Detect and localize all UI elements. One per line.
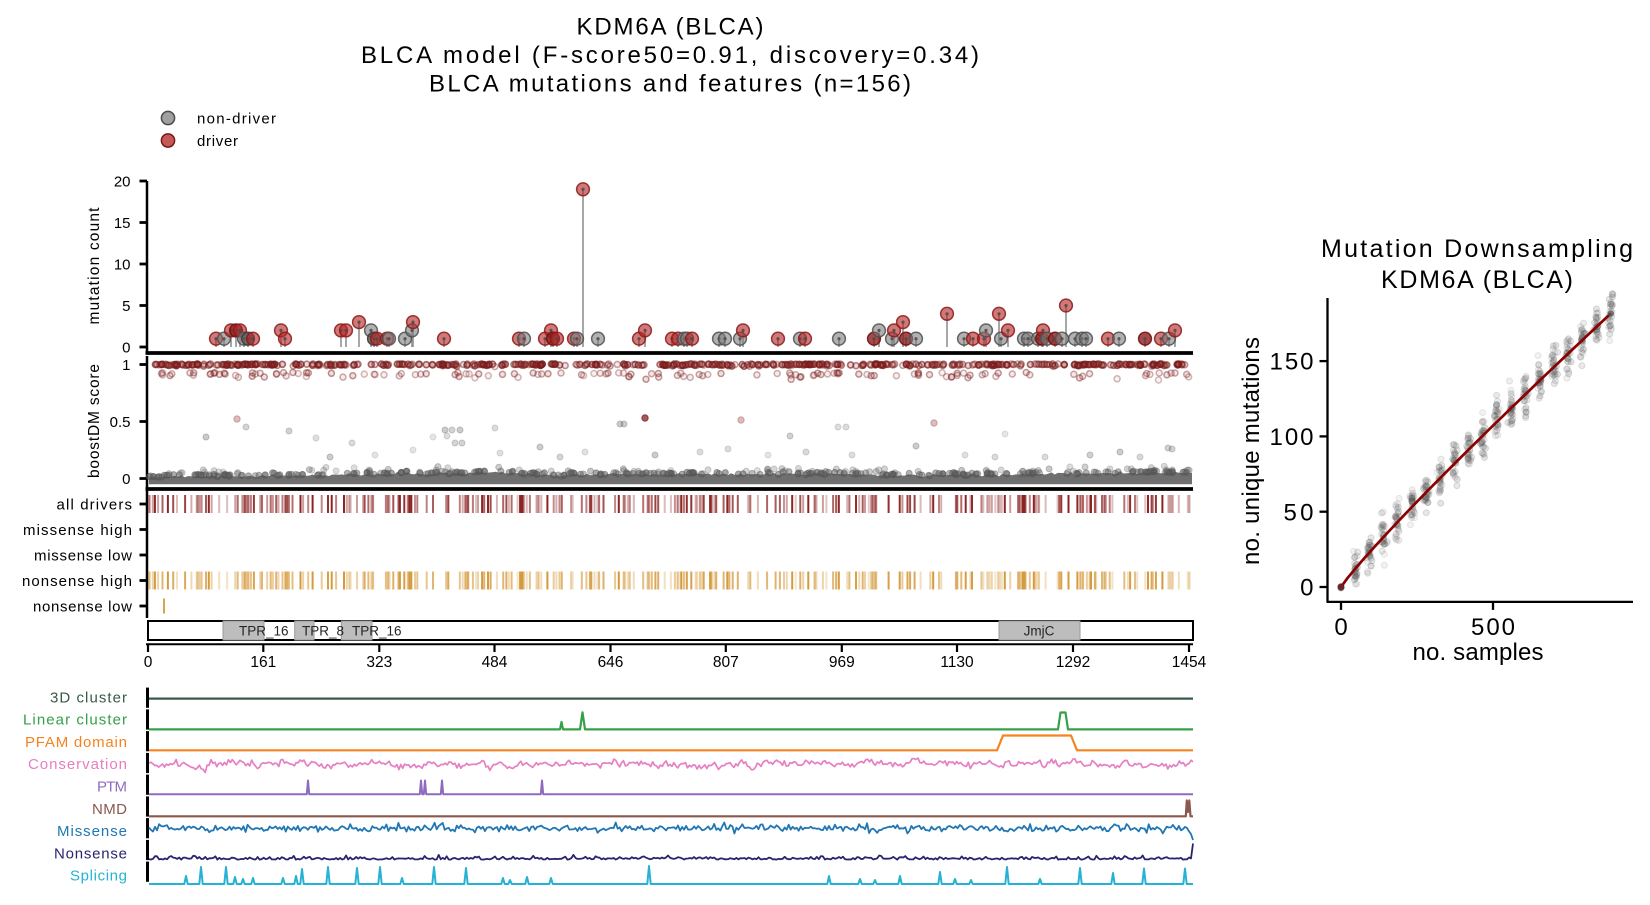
svg-text:484: 484 bbox=[482, 654, 508, 671]
svg-text:500: 500 bbox=[1471, 614, 1515, 641]
svg-text:no. unique mutations: no. unique mutations bbox=[1238, 337, 1265, 565]
svg-text:Conservation: Conservation bbox=[28, 756, 127, 773]
svg-text:Splicing: Splicing bbox=[70, 868, 127, 885]
svg-text:0: 0 bbox=[122, 471, 130, 488]
svg-text:323: 323 bbox=[366, 654, 392, 671]
svg-text:3D cluster: 3D cluster bbox=[50, 689, 127, 706]
svg-text:nonsense low: nonsense low bbox=[33, 598, 132, 615]
svg-text:missense high: missense high bbox=[23, 522, 132, 539]
svg-text:driver: driver bbox=[197, 133, 238, 150]
svg-text:mutation count: mutation count bbox=[86, 207, 103, 325]
svg-text:all drivers: all drivers bbox=[57, 496, 133, 513]
svg-text:Missense: Missense bbox=[57, 823, 127, 840]
svg-text:PFAM domain: PFAM domain bbox=[25, 734, 127, 751]
svg-text:non-driver: non-driver bbox=[197, 110, 276, 127]
svg-text:TPR_8: TPR_8 bbox=[302, 624, 344, 639]
svg-text:100: 100 bbox=[1270, 424, 1314, 451]
svg-text:Linear cluster: Linear cluster bbox=[23, 712, 127, 729]
svg-text:1130: 1130 bbox=[940, 654, 974, 671]
svg-text:missense low: missense low bbox=[34, 547, 132, 564]
svg-text:TPR_16: TPR_16 bbox=[352, 624, 402, 639]
svg-text:161: 161 bbox=[250, 654, 276, 671]
svg-text:150: 150 bbox=[1270, 349, 1314, 376]
svg-text:NMD: NMD bbox=[92, 801, 127, 818]
svg-text:969: 969 bbox=[829, 654, 855, 671]
svg-text:0.5: 0.5 bbox=[110, 414, 131, 431]
svg-text:15: 15 bbox=[114, 215, 131, 232]
svg-text:5: 5 bbox=[122, 298, 130, 315]
svg-text:1: 1 bbox=[122, 357, 130, 374]
svg-text:0: 0 bbox=[1334, 614, 1347, 641]
svg-text:10: 10 bbox=[114, 256, 131, 273]
svg-text:Nonsense: Nonsense bbox=[54, 845, 127, 862]
svg-text:KDM6A (BLCA): KDM6A (BLCA) bbox=[1381, 266, 1573, 294]
svg-text:BLCA model (F-score50=0.91, di: BLCA model (F-score50=0.91, discovery=0.… bbox=[361, 42, 979, 69]
svg-text:boostDM score: boostDM score bbox=[86, 364, 103, 478]
svg-text:no. samples: no. samples bbox=[1413, 639, 1544, 666]
svg-text:1454: 1454 bbox=[1172, 654, 1207, 671]
svg-text:TPR_16: TPR_16 bbox=[239, 624, 289, 639]
svg-text:Mutation Downsampling: Mutation Downsampling bbox=[1321, 235, 1633, 263]
svg-text:0: 0 bbox=[1300, 575, 1313, 602]
svg-text:BLCA mutations and features (n: BLCA mutations and features (n=156) bbox=[429, 70, 911, 97]
svg-text:646: 646 bbox=[598, 654, 624, 671]
svg-text:807: 807 bbox=[713, 654, 739, 671]
svg-text:1292: 1292 bbox=[1056, 654, 1090, 671]
svg-text:0: 0 bbox=[144, 654, 153, 671]
svg-text:nonsense high: nonsense high bbox=[22, 573, 132, 590]
svg-text:JmjC: JmjC bbox=[1024, 624, 1055, 639]
svg-text:PTM: PTM bbox=[97, 779, 127, 796]
svg-text:0: 0 bbox=[122, 339, 130, 356]
svg-text:KDM6A (BLCA): KDM6A (BLCA) bbox=[577, 14, 764, 41]
svg-text:20: 20 bbox=[114, 173, 131, 190]
